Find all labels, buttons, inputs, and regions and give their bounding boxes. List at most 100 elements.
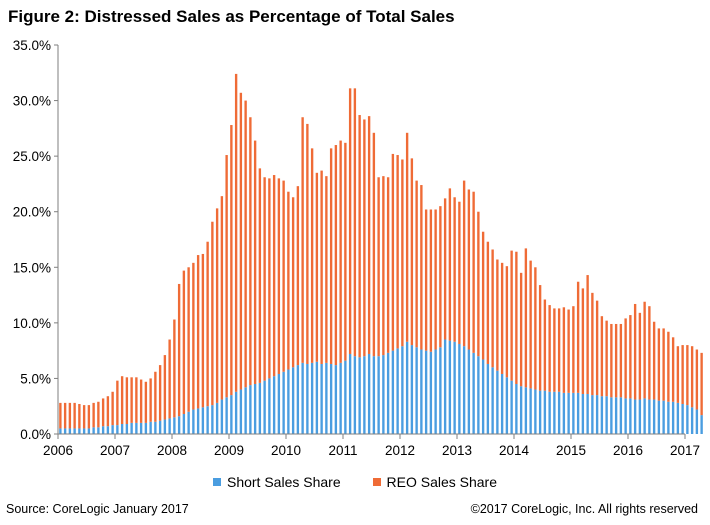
bar-reo-sales (92, 402, 95, 428)
bar-short-sales (553, 391, 556, 434)
bar-short-sales (301, 362, 304, 434)
bar-reo-sales (553, 308, 556, 392)
bar-short-sales (671, 401, 675, 434)
bar-short-sales (500, 373, 504, 434)
bar-reo-sales (405, 132, 409, 342)
bar-reo-sales (277, 178, 281, 374)
bar-short-sales (315, 361, 319, 434)
bar-reo-sales (591, 292, 594, 396)
y-tick-label: 30.0% (13, 94, 51, 109)
bar-reo-sales (329, 148, 333, 364)
bar-reo-sales (643, 301, 646, 399)
bar-reo-sales (325, 176, 328, 363)
bar-short-sales (567, 392, 570, 434)
bar-reo-sales (187, 267, 190, 412)
bar-short-sales (633, 399, 637, 434)
bar-short-sales (600, 396, 604, 434)
bar-reo-sales (291, 197, 295, 368)
bar-reo-sales (638, 312, 642, 400)
bar-reo-sales (391, 153, 395, 351)
x-tick-label: 2015 (556, 443, 586, 458)
bar-reo-sales (458, 201, 461, 344)
bar-reo-sales (258, 168, 262, 383)
x-tick-label: 2017 (670, 443, 700, 458)
bar-short-sales (681, 403, 684, 434)
y-tick-label: 25.0% (13, 149, 51, 164)
bar-short-sales (277, 373, 281, 434)
bar-short-sales (101, 426, 105, 434)
x-tick-label: 2006 (43, 443, 73, 458)
bar-short-sales (163, 419, 167, 434)
bar-short-sales (401, 346, 404, 434)
bar-short-sales (120, 423, 124, 434)
bar-reo-sales (415, 180, 418, 348)
bar-short-sales (363, 356, 366, 434)
bar-reo-sales (182, 270, 186, 414)
bar-short-sales (92, 427, 95, 434)
bar-reo-sales (192, 262, 195, 410)
bar-reo-sales (244, 100, 247, 388)
bar-reo-sales (111, 391, 114, 426)
bar-short-sales (306, 363, 309, 434)
bar-reo-sales (410, 158, 414, 346)
bar-short-sales (595, 395, 599, 434)
x-tick-label: 2012 (385, 443, 415, 458)
legend-label-short-sales: Short Sales Share (226, 474, 341, 490)
bar-short-sales (415, 347, 418, 434)
bar-short-sales (215, 402, 219, 434)
bar-reo-sales (629, 315, 632, 399)
bar-reo-sales (529, 260, 532, 389)
bar-reo-sales (510, 250, 513, 381)
chart-title: Figure 2: Distressed Sales as Percentage… (8, 7, 455, 26)
bar-reo-sales (633, 303, 637, 400)
bar-reo-sales (68, 402, 72, 429)
bar-short-sales (524, 387, 528, 434)
bar-short-sales (329, 363, 333, 434)
bar-short-sales (676, 402, 680, 434)
bar-short-sales (486, 363, 490, 434)
bar-reo-sales (139, 379, 143, 423)
bar-reo-sales (377, 177, 380, 357)
bar-reo-sales (472, 191, 475, 353)
bar-reo-sales (671, 337, 675, 402)
bar-short-sales (591, 395, 594, 434)
bar-reo-sales (543, 299, 547, 391)
bar-short-sales (282, 371, 285, 434)
bar-short-sales (82, 428, 86, 434)
bar-reo-sales (353, 88, 357, 357)
y-tick-label: 0.0% (20, 427, 51, 442)
bar-short-sales (63, 428, 67, 434)
bar-reo-sales (519, 272, 523, 387)
bar-reo-sales (491, 249, 494, 368)
bar-reo-sales (358, 115, 361, 358)
bar-short-sales (643, 398, 646, 434)
bar-short-sales (125, 423, 129, 434)
bar-reo-sales (401, 159, 404, 347)
bar-reo-sales (586, 275, 589, 394)
bar-short-sales (396, 348, 399, 434)
bar-short-sales (353, 356, 357, 434)
bar-short-sales (648, 399, 651, 434)
bar-reo-sales (263, 177, 266, 381)
bar-short-sales (477, 356, 480, 434)
bar-short-sales (543, 390, 547, 434)
bar-short-sales (662, 400, 665, 434)
bar-reo-sales (605, 320, 608, 397)
bar-reo-sales (477, 211, 480, 357)
bar-reo-sales (173, 319, 176, 418)
bar-short-sales (334, 365, 338, 434)
y-tick-label: 5.0% (20, 371, 51, 386)
bar-short-sales (572, 392, 575, 434)
bar-reo-sales (82, 405, 86, 429)
bar-reo-sales (59, 402, 62, 429)
bar-reo-sales (125, 377, 129, 424)
bar-reo-sales (101, 398, 105, 427)
bar-reo-sales (106, 396, 110, 427)
bar-reo-sales (676, 346, 680, 403)
bar-reo-sales (315, 172, 319, 362)
bar-short-sales (177, 416, 181, 434)
bar-short-sales (78, 428, 81, 434)
copyright-note: ©2017 CoreLogic, Inc. All rights reserve… (470, 502, 698, 516)
bar-reo-sales (424, 209, 428, 351)
bar-reo-sales (396, 155, 399, 349)
